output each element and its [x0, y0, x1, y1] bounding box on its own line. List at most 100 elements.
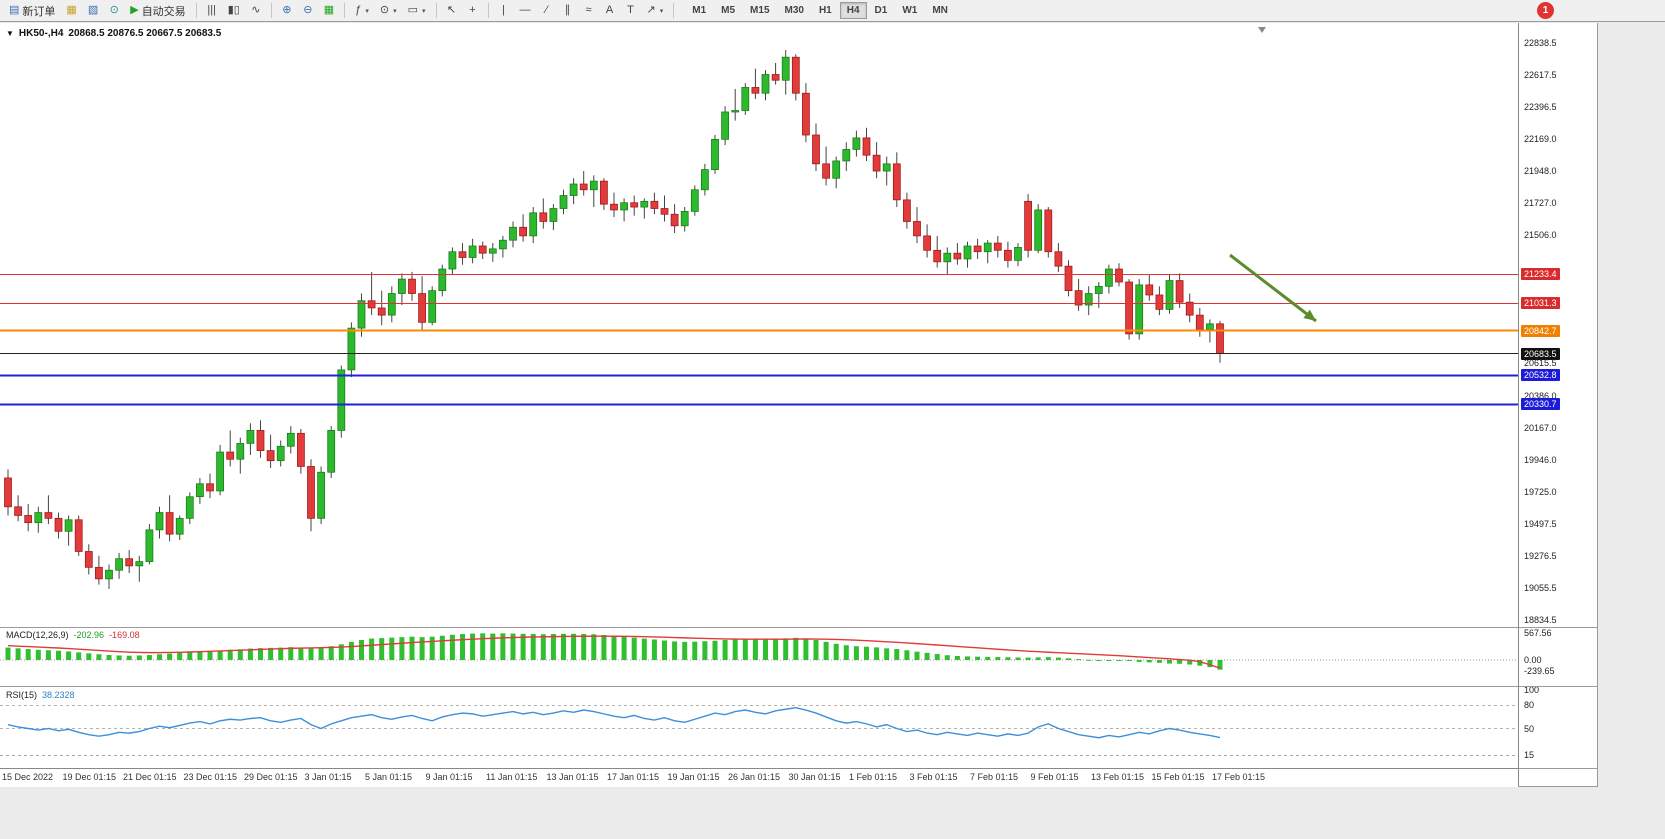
navigator-icon: ▧: [87, 4, 99, 16]
trendline-icon: ∕: [545, 4, 548, 16]
toolbar-separator: [344, 3, 346, 18]
cursor-icon: ↖: [446, 4, 457, 16]
time-axis-label: 26 Jan 01:15: [728, 772, 781, 782]
timeframe-mn[interactable]: MN: [925, 2, 955, 19]
timeframe-d1[interactable]: D1: [868, 2, 895, 19]
channel-icon: ∥: [564, 4, 571, 16]
trendline-tool-button[interactable]: ∕: [537, 2, 557, 20]
timeframe-m15[interactable]: M15: [743, 2, 776, 19]
price-tick-label: 21727.0: [1524, 198, 1557, 209]
auto-trading-button[interactable]: ▶ 自动交易: [125, 2, 190, 20]
toolbar-separator: [195, 3, 197, 18]
timeframe-w1[interactable]: W1: [895, 2, 924, 19]
price-tick-label: 20386.0: [1524, 391, 1557, 402]
time-axis-label: 17 Jan 01:15: [607, 772, 660, 782]
horizontal-level-lines[interactable]: [0, 273, 1518, 406]
community-icon: ⊙: [109, 4, 119, 16]
navigator-button[interactable]: ▧: [83, 2, 103, 20]
time-axis-label: 17 Feb 01:15: [1212, 772, 1266, 782]
rsi-panel: [0, 705, 1518, 756]
macd-name: MACD(12,26,9): [6, 630, 69, 640]
auto-trading-label: 自动交易: [141, 5, 186, 18]
line-chart-button[interactable]: ∿: [246, 2, 266, 20]
tile-windows-icon: ▦: [323, 4, 335, 16]
periods-button[interactable]: ⊙ ▾: [375, 2, 402, 20]
toolbar: ▤ 新订单 ▦ ▧ ⊙ ▶ 自动交易 ||| ▮▯ ∿ ⊕ ⊖ ▦ ƒ ▾ ⊙ …: [0, 0, 1665, 22]
timeframe-group: M1 M5 M15 M30 H1 H4 D1 W1 MN: [685, 2, 955, 19]
axis-panel-separator: [1519, 627, 1597, 628]
price-tick-label: 19276.5: [1524, 551, 1557, 562]
timeframe-h1[interactable]: H1: [812, 2, 839, 19]
zoom-out-button[interactable]: ⊖: [298, 2, 318, 20]
time-axis-label: 1 Feb 01:15: [849, 772, 898, 782]
fibonacci-tool-button[interactable]: ≈: [579, 2, 599, 20]
price-tick-label: 19946.0: [1524, 454, 1557, 465]
price-tick-label: 22617.5: [1524, 69, 1557, 80]
text-tool-button[interactable]: A: [600, 2, 620, 20]
time-axis-label: 29 Dec 01:15: [244, 772, 298, 782]
timeframe-m1[interactable]: M1: [685, 2, 713, 19]
cursor-tool-button[interactable]: ↖: [442, 2, 462, 20]
timeframe-h4[interactable]: H4: [839, 2, 867, 19]
time-axis-label: 23 Dec 01:15: [183, 772, 238, 782]
chart-canvas[interactable]: [0, 23, 1518, 768]
chevron-down-icon: ▾: [421, 7, 426, 15]
new-order-label: 新订单: [22, 5, 56, 18]
time-axis-label: 9 Feb 01:15: [1030, 772, 1079, 782]
tile-windows-button[interactable]: ▦: [319, 2, 339, 20]
time-axis[interactable]: 15 Dec 2022 19 Dec 01:15 21 Dec 01:15 23 De…: [0, 768, 1518, 787]
channel-tool-button[interactable]: ∥: [558, 2, 578, 20]
macd-scale-label: -239.65: [1524, 666, 1555, 677]
crosshair-icon: +: [469, 4, 476, 16]
price-level-tag: 20842.7: [1521, 324, 1560, 337]
community-button[interactable]: ⊙: [104, 2, 124, 20]
rsi-line: [7, 706, 1221, 739]
market-watch-button[interactable]: ▦: [61, 2, 81, 20]
shapes-tool-button[interactable]: ↗ ▾: [642, 2, 669, 20]
toolbar-separator: [270, 3, 272, 18]
new-order-icon: ▤: [9, 4, 20, 16]
label-tool-icon: T: [627, 4, 634, 16]
timeframe-m5[interactable]: M5: [714, 2, 742, 19]
price-axis[interactable]: 22838.5 22617.5 22396.5 22169.0 21948.0 21727…: [1518, 23, 1597, 786]
templates-button[interactable]: ▭ ▾: [403, 2, 431, 20]
vertical-line-tool-button[interactable]: |: [494, 2, 514, 20]
price-tick-label: 19055.5: [1524, 583, 1557, 594]
candlestick-chart-button[interactable]: ▮▯: [223, 2, 245, 20]
chart-ohlc-values: 20868.5 20876.5 20667.5 20683.5: [68, 28, 222, 39]
vertical-line-icon: |: [502, 4, 505, 16]
time-axis-label: 5 Jan 01:15: [365, 772, 413, 782]
label-tool-button[interactable]: T: [621, 2, 641, 20]
rsi-scale-label: 80: [1524, 700, 1535, 711]
horizontal-line-tool-button[interactable]: —: [515, 2, 536, 20]
time-axis-label: 13 Feb 01:15: [1091, 772, 1145, 782]
price-level-tag: 20683.5: [1521, 347, 1560, 360]
trend-arrow-annotation[interactable]: [1229, 253, 1317, 323]
candlesticks: [4, 49, 1224, 589]
macd-main-value: -202.96: [73, 630, 105, 640]
price-tick-label: 20167.0: [1524, 422, 1557, 433]
rsi-scale-label: 15: [1524, 750, 1535, 761]
notification-badge[interactable]: 1: [1537, 2, 1554, 19]
indicators-button[interactable]: ƒ ▾: [350, 2, 374, 20]
toolbar-separator: [487, 3, 489, 18]
one-click-trading-toggle[interactable]: ▼: [6, 29, 14, 38]
zoom-in-button[interactable]: ⊕: [277, 2, 297, 20]
zoom-in-icon: ⊕: [282, 4, 292, 16]
chevron-down-icon: ▾: [659, 7, 664, 15]
macd-scale-label: 567.56: [1524, 627, 1552, 638]
toolbar-separator: [673, 3, 675, 18]
bar-chart-button[interactable]: |||: [202, 2, 222, 20]
price-tick-label: 21506.0: [1524, 230, 1557, 241]
rsi-name: RSI(15): [6, 690, 38, 700]
price-tick-label: 22838.5: [1524, 38, 1557, 48]
crosshair-tool-button[interactable]: +: [463, 2, 483, 20]
candlestick-chart-icon: ▮▯: [227, 4, 240, 16]
chart-shift-marker-icon[interactable]: [1258, 27, 1266, 33]
timeframe-m30[interactable]: M30: [778, 2, 811, 19]
time-axis-label: 15 Feb 01:15: [1151, 772, 1205, 782]
price-level-tag: 20330.7: [1521, 398, 1560, 411]
time-axis-label: 11 Jan 01:15: [486, 772, 538, 782]
price-tick-label: 22396.5: [1524, 101, 1557, 112]
new-order-button[interactable]: ▤ 新订单: [4, 2, 60, 20]
